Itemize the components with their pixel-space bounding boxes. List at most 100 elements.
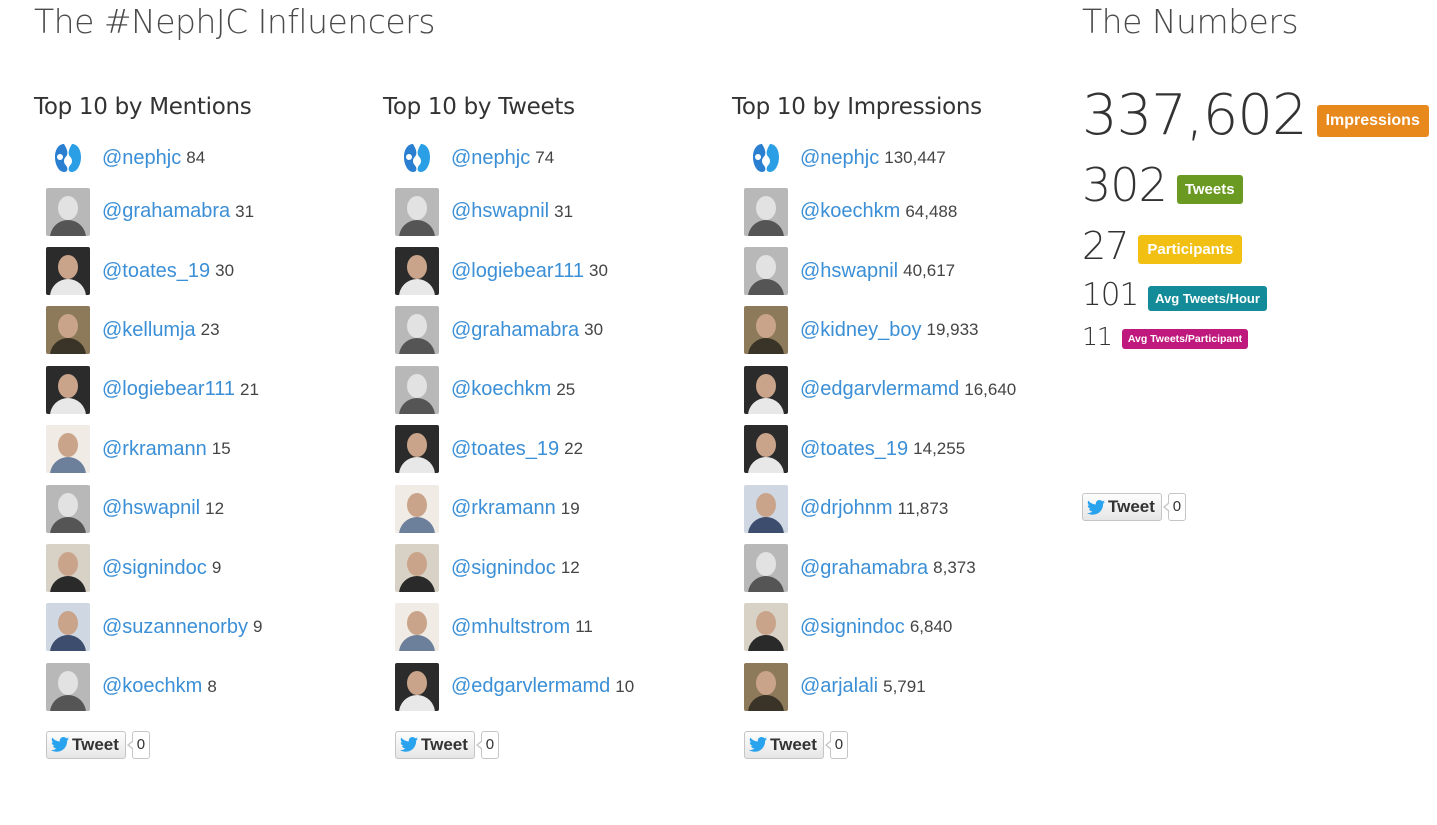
avatar[interactable] (744, 544, 788, 593)
list-item: @signindoc 6,840 (744, 598, 1072, 657)
list-item: @signindoc 9 (46, 538, 374, 597)
tweet-count: 0 (1162, 493, 1186, 521)
avatar[interactable] (46, 306, 90, 355)
user-handle-link[interactable]: @toates_19 (800, 437, 909, 460)
user-handle-link[interactable]: @grahamabra (102, 200, 231, 223)
avg-tweets-participant-badge: Avg Tweets/Participant (1121, 329, 1249, 349)
avatar[interactable] (46, 247, 90, 296)
avatar-body-icon (748, 338, 784, 355)
column-title: Top 10 by Impressions (732, 94, 982, 120)
impressions-value: 337,602 (1082, 83, 1308, 148)
avatar[interactable] (395, 247, 439, 296)
list-item: @toates_19 30 (46, 241, 374, 300)
kidney-logo-avatar[interactable] (46, 138, 90, 178)
twitter-bird-icon (400, 737, 418, 752)
user-handle-link[interactable]: @toates_19 (451, 437, 560, 460)
avatar-head-icon (58, 611, 78, 636)
avatar-head-icon (756, 195, 776, 220)
avatar[interactable] (46, 544, 90, 593)
user-handle-link[interactable]: @suzannenorby (102, 615, 248, 638)
user-handle-link[interactable]: @edgarvlermamd (451, 675, 611, 698)
kidney-logo-avatar[interactable] (395, 138, 439, 178)
numbers-panel: 337,602 Impressions 302 Tweets 27 Partic… (1082, 80, 1429, 354)
avatar[interactable] (395, 365, 439, 414)
user-handle-link[interactable]: @logiebear111 (451, 259, 584, 282)
user-count: 21 (240, 379, 259, 399)
avatar-body-icon (748, 219, 784, 236)
user-handle-link[interactable]: @rkramann (102, 437, 207, 460)
tweet-button[interactable]: Tweet (46, 730, 126, 759)
avatar[interactable] (744, 306, 788, 355)
user-handle-link[interactable]: @signindoc (451, 556, 556, 579)
avatar[interactable] (395, 662, 439, 711)
tweet-button[interactable]: Tweet (744, 730, 824, 759)
avatar[interactable] (744, 365, 788, 414)
avatar[interactable] (395, 603, 439, 652)
user-handle-link[interactable]: @drjohnm (800, 497, 893, 520)
stat-avg-tweets-participant: 11 Avg Tweets/Participant (1082, 320, 1412, 354)
avatar[interactable] (395, 425, 439, 474)
user-handle-link[interactable]: @koechkm (800, 200, 901, 223)
user-handle-link[interactable]: @toates_19 (102, 259, 211, 282)
user-count: 74 (535, 148, 555, 167)
tweet-button[interactable]: Tweet (1082, 493, 1162, 521)
avg-tweets-participant-value: 11 (1082, 322, 1113, 351)
avatar-body-icon (50, 635, 86, 652)
top-impressions-column: Top 10 by Impressions @nephjc 130,447 @koec… (732, 88, 1072, 759)
avatar[interactable] (744, 187, 788, 236)
tweet-button[interactable]: Tweet (395, 730, 475, 759)
list-item: @toates_19 22 (395, 420, 723, 479)
user-handle-link[interactable]: @mhultstrom (451, 615, 571, 638)
user-handle-link[interactable]: @hswapnil (102, 497, 201, 520)
user-count: 25 (556, 379, 576, 399)
avatar[interactable] (395, 306, 439, 355)
avatar-body-icon (748, 694, 784, 711)
avatar[interactable] (744, 603, 788, 652)
user-handle-link[interactable]: @nephjc (800, 146, 880, 169)
avatar[interactable] (744, 425, 788, 474)
user-handle-link[interactable]: @grahamabra (451, 318, 580, 341)
avatar-body-icon (748, 516, 784, 533)
list-item: @kidney_boy 19,933 (744, 301, 1072, 360)
user-handle-link[interactable]: @hswapnil (800, 259, 899, 282)
avatar-head-icon (756, 611, 776, 636)
user-handle-link[interactable]: @arjalali (800, 675, 879, 698)
avatar[interactable] (395, 544, 439, 593)
avatar-body-icon (399, 279, 435, 296)
user-handle-link[interactable]: @kidney_boy (800, 318, 922, 341)
participants-value: 27 (1082, 224, 1129, 268)
user-handle-link[interactable]: @koechkm (451, 378, 552, 401)
user-handle-link[interactable]: @logiebear111 (102, 378, 235, 401)
user-handle-link[interactable]: @rkramann (451, 497, 556, 520)
avatar-head-icon (407, 611, 427, 636)
user-handle-link[interactable]: @hswapnil (451, 200, 550, 223)
avatar[interactable] (46, 484, 90, 533)
user-handle-link[interactable]: @koechkm (102, 675, 203, 698)
avatar[interactable] (46, 603, 90, 652)
avatar-body-icon (748, 457, 784, 474)
user-handle-link[interactable]: @nephjc (102, 146, 182, 169)
user-handle-link[interactable]: @kellumja (102, 318, 196, 341)
avatar[interactable] (46, 662, 90, 711)
avatar[interactable] (744, 484, 788, 533)
user-handle-link[interactable]: @signindoc (800, 615, 905, 638)
avatar[interactable] (46, 365, 90, 414)
avatar-head-icon (407, 492, 427, 517)
avatar[interactable] (744, 662, 788, 711)
user-handle-link[interactable]: @nephjc (451, 146, 531, 169)
tweet-button-label: Tweet (421, 734, 468, 754)
avatar[interactable] (744, 247, 788, 296)
user-handle-link[interactable]: @grahamabra (800, 556, 929, 579)
avatar[interactable] (46, 425, 90, 474)
tweet-count: 0 (126, 730, 150, 759)
list-item: @kellumja 23 (46, 301, 374, 360)
avatar[interactable] (395, 187, 439, 236)
avatar[interactable] (46, 187, 90, 236)
avatar[interactable] (395, 484, 439, 533)
influencer-list: @nephjc 74 @hswapnil 31 @logiebear111 30 @grah… (383, 134, 723, 717)
list-item: @suzannenorby 9 (46, 598, 374, 657)
kidney-logo-avatar[interactable] (744, 138, 788, 178)
user-handle-link[interactable]: @edgarvlermamd (800, 378, 960, 401)
user-handle-link[interactable]: @signindoc (102, 556, 207, 579)
twitter-bird-icon (51, 737, 69, 752)
